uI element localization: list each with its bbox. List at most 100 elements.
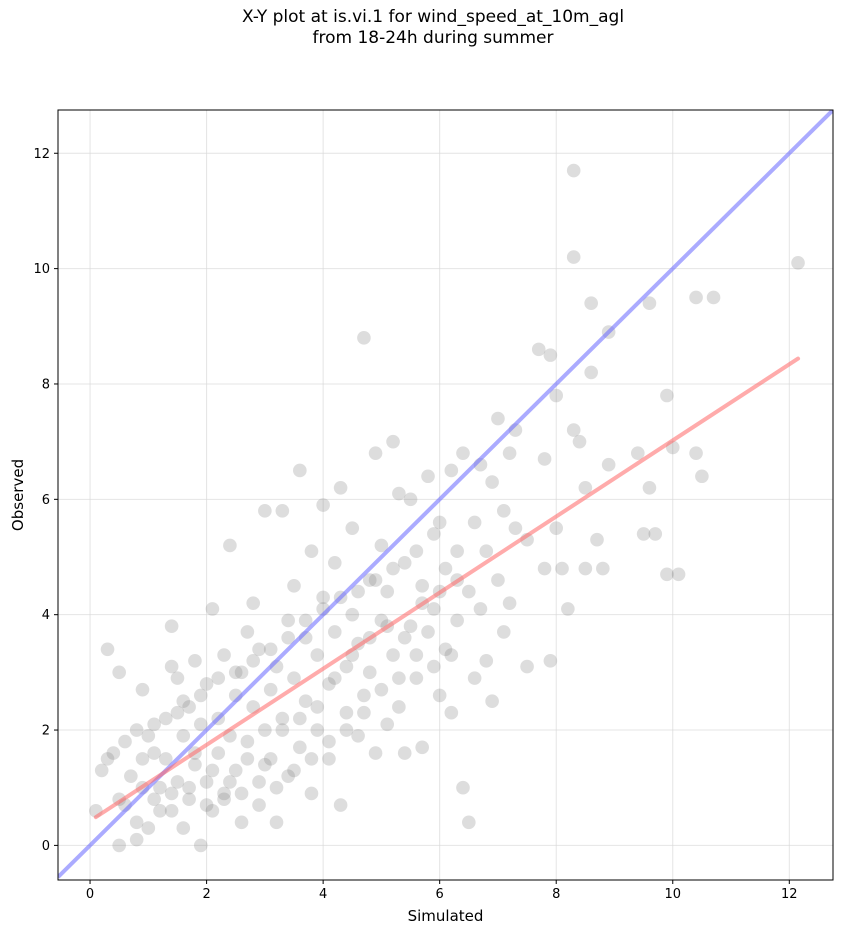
data-point [327, 671, 342, 685]
data-point [555, 561, 569, 576]
data-point [444, 463, 459, 478]
data-point [374, 682, 389, 697]
data-point [188, 757, 202, 772]
data-point [578, 561, 593, 576]
reference-lines [58, 110, 833, 879]
data-point [193, 688, 208, 703]
data-point [421, 625, 435, 639]
data-point [310, 723, 325, 737]
data-point [182, 700, 196, 714]
data-point [170, 671, 185, 685]
data-points [89, 163, 805, 853]
data-point [199, 798, 214, 812]
data-point [380, 717, 395, 732]
data-point [339, 705, 354, 720]
data-point [339, 659, 354, 674]
grid-lines [58, 110, 833, 880]
data-point [689, 446, 703, 460]
data-point [164, 659, 179, 674]
data-point [374, 538, 389, 553]
data-point [164, 786, 179, 801]
data-point [223, 538, 237, 553]
data-point [357, 688, 371, 703]
data-point [543, 654, 558, 668]
data-point [252, 798, 266, 812]
data-point [485, 475, 499, 489]
data-point [310, 648, 325, 662]
data-point [432, 688, 447, 703]
data-point [240, 625, 255, 639]
x-tick-label: 0 [86, 887, 94, 902]
data-point [415, 740, 429, 755]
data-point [444, 648, 459, 662]
data-point [199, 775, 214, 789]
data-point [199, 677, 214, 691]
data-point [234, 786, 249, 801]
data-point [791, 256, 805, 270]
x-tick-label: 8 [552, 887, 560, 902]
data-point [205, 763, 220, 778]
x-tick-label: 6 [436, 887, 444, 902]
data-point [397, 630, 412, 645]
axis-ticks: 0 2 4 6 8 10 12 0 2 4 6 8 10 12 [33, 147, 797, 902]
data-point [298, 613, 313, 628]
data-point [322, 677, 336, 691]
data-point [450, 544, 464, 559]
data-point [409, 671, 424, 685]
data-point [263, 682, 278, 697]
data-point [258, 504, 272, 518]
data-point [584, 296, 598, 311]
data-point [135, 752, 150, 766]
data-point [281, 613, 295, 628]
data-point [444, 705, 459, 720]
data-point [112, 838, 126, 853]
data-point [456, 780, 470, 795]
data-point [252, 642, 266, 657]
data-point [176, 821, 191, 835]
data-point [228, 665, 243, 680]
data-point [392, 671, 406, 685]
data-point [170, 705, 185, 720]
data-point [671, 567, 686, 582]
data-point [473, 602, 488, 616]
data-point [275, 504, 290, 518]
data-point [386, 434, 400, 449]
y-tick-label: 0 [42, 839, 50, 854]
data-point [427, 602, 441, 616]
data-point [351, 584, 365, 599]
data-point [252, 775, 266, 789]
data-point [578, 480, 593, 495]
data-point [287, 579, 301, 593]
y-tick-label: 6 [42, 493, 50, 508]
data-point [339, 723, 354, 737]
data-point [234, 665, 249, 680]
data-point [129, 832, 144, 847]
data-point [386, 561, 400, 576]
data-point [456, 446, 470, 460]
data-point [392, 700, 406, 714]
y-tick-label: 12 [33, 147, 50, 162]
data-point [258, 723, 272, 737]
data-point [537, 452, 552, 466]
data-point [601, 457, 616, 472]
data-point [590, 532, 604, 547]
data-point [549, 521, 564, 535]
data-point [642, 296, 657, 311]
y-tick-label: 8 [42, 377, 50, 392]
identity-line [58, 110, 833, 879]
data-point [246, 596, 261, 610]
data-point [386, 648, 400, 662]
data-point [240, 734, 255, 749]
data-point [345, 521, 360, 535]
data-point [491, 411, 505, 426]
data-point [368, 446, 383, 460]
data-point [182, 780, 196, 795]
data-point [392, 486, 406, 501]
data-point [118, 734, 132, 749]
data-point [380, 584, 395, 599]
data-point [234, 815, 249, 830]
data-point [502, 446, 517, 460]
data-point [263, 642, 278, 657]
data-point [479, 544, 494, 559]
data-point [403, 492, 418, 507]
